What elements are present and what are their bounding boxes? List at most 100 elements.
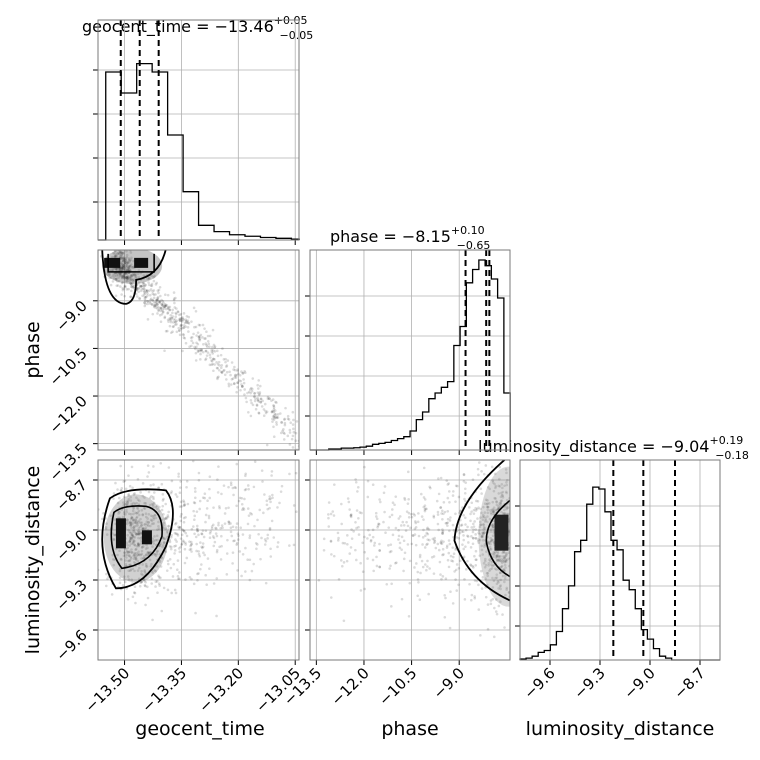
- scatter-point: [178, 319, 182, 322]
- scatter-point: [178, 329, 181, 333]
- scatter-point: [152, 275, 155, 279]
- scatter-point: [479, 634, 482, 637]
- scatter-point: [425, 531, 429, 535]
- scatter-point: [435, 499, 439, 503]
- scatter-point: [166, 311, 170, 314]
- scatter-point: [225, 378, 228, 381]
- scatter-point: [473, 554, 476, 558]
- scatter-point: [136, 553, 140, 556]
- scatter-point: [225, 552, 229, 555]
- scatter-point: [236, 386, 239, 389]
- scatter-point: [258, 391, 262, 394]
- scatter-point: [152, 289, 156, 292]
- scatter-point: [426, 565, 429, 568]
- scatter-point: [159, 320, 163, 324]
- scatter-point: [117, 279, 121, 283]
- scatter-point: [122, 265, 126, 269]
- scatter-point: [133, 520, 137, 524]
- scatter-point: [499, 584, 502, 587]
- scatter-point: [121, 262, 124, 266]
- scatter-point: [464, 523, 467, 526]
- scatter-point: [371, 483, 375, 487]
- scatter-point: [121, 275, 125, 279]
- scatter-point: [266, 507, 270, 511]
- scatter-point: [129, 295, 132, 298]
- contour: [101, 250, 167, 305]
- scatter-point: [207, 342, 211, 346]
- scatter-point: [132, 526, 136, 530]
- scatter-point: [210, 527, 214, 530]
- scatter-point: [436, 522, 440, 526]
- scatter-point: [117, 516, 120, 519]
- scatter-point: [162, 497, 165, 501]
- scatter-point: [190, 344, 193, 348]
- scatter-point: [455, 589, 459, 592]
- scatter-point: [494, 610, 498, 613]
- scatter-point: [126, 260, 129, 263]
- scatter-point: [127, 266, 130, 270]
- scatter-point: [130, 533, 134, 537]
- scatter-point: [128, 540, 131, 543]
- scatter-point: [105, 572, 108, 576]
- scatter-point: [127, 264, 131, 268]
- scatter-point: [378, 549, 381, 552]
- scatter-point: [486, 571, 490, 575]
- scatter-point: [202, 535, 206, 539]
- scatter-point: [132, 526, 135, 529]
- scatter-point: [174, 532, 178, 535]
- scatter-point: [423, 498, 427, 501]
- scatter-point: [486, 627, 490, 631]
- scatter-point: [219, 558, 223, 561]
- scatter-point: [151, 299, 154, 302]
- scatter-point: [471, 536, 475, 540]
- scatter-point: [149, 298, 152, 302]
- scatter-point: [115, 284, 119, 287]
- scatter-point: [363, 587, 366, 591]
- scatter-point: [199, 541, 202, 544]
- scatter-point: [130, 465, 134, 469]
- scatter-point: [127, 563, 131, 567]
- contour: [453, 460, 510, 602]
- scatter-point: [271, 409, 274, 413]
- scatter-point: [144, 512, 148, 516]
- scatter-point: [471, 542, 475, 546]
- hist-phase-grid: [315, 250, 460, 455]
- scatter-point: [473, 596, 477, 600]
- scatter-point: [501, 551, 505, 555]
- scatter-point: [501, 559, 505, 563]
- scatter-point: [490, 538, 494, 541]
- scatter-point: [505, 507, 508, 511]
- scatter-point: [357, 516, 360, 520]
- scatter-point: [455, 563, 459, 566]
- scatter-point: [137, 509, 141, 513]
- scatter-point: [179, 537, 183, 540]
- scatter-point: [113, 254, 117, 258]
- scatter-point: [504, 490, 508, 494]
- scatter-point: [249, 511, 252, 515]
- scatter-point: [190, 542, 194, 546]
- scatter-point: [217, 360, 221, 364]
- scatter-point: [171, 575, 175, 578]
- scatter-point: [203, 553, 206, 557]
- scatter-point: [494, 508, 497, 512]
- scatter-point: [177, 577, 180, 581]
- scatter-point: [434, 546, 438, 550]
- contour: [101, 488, 174, 590]
- scatter-point: [123, 551, 126, 554]
- scatter-point: [196, 331, 200, 334]
- scatter-point: [145, 565, 149, 568]
- scatter-point: [129, 517, 133, 521]
- scatter-point: [275, 423, 279, 426]
- scatter-point: [195, 527, 199, 531]
- scatter-point: [454, 512, 457, 516]
- scatter-point: [171, 308, 174, 312]
- scatter-point: [359, 561, 362, 565]
- scatter-point: [442, 501, 446, 504]
- scatter-point: [132, 553, 136, 557]
- scatter-point: [174, 522, 177, 526]
- scatter-point: [247, 410, 250, 414]
- scatter-point: [283, 432, 286, 435]
- scatter-point: [136, 530, 140, 534]
- scatter-point: [256, 383, 259, 387]
- scatter-point: [406, 543, 410, 546]
